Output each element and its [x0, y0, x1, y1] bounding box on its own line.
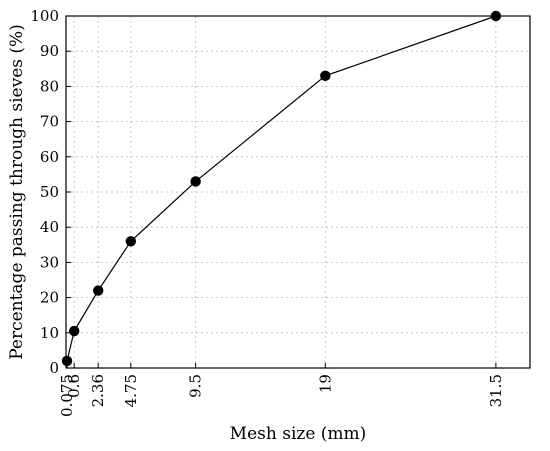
y-tick-label: 20: [40, 289, 59, 307]
data-point: [190, 176, 201, 187]
data-point: [125, 236, 137, 247]
y-tick-label: 80: [40, 77, 59, 95]
x-axis-title: Mesh size (mm): [230, 424, 367, 444]
y-tick-label: 70: [40, 113, 59, 131]
grid: [66, 16, 530, 368]
x-tick-label: 19: [316, 374, 334, 393]
x-tick-label: 31.5: [487, 374, 505, 407]
x-tick-label: 9.5: [187, 374, 205, 398]
y-tick-label: 50: [40, 183, 59, 201]
x-tick-label: 0.6: [65, 374, 83, 398]
y-tick-label: 100: [30, 7, 59, 25]
x-tick-label: 4.75: [122, 374, 140, 407]
data-point: [61, 355, 73, 367]
y-tick-label: 30: [40, 253, 59, 271]
y-axis-title: Percentage passing through sieves (%): [7, 24, 27, 360]
series-line: [66, 15, 497, 362]
series-layer: [61, 10, 502, 367]
y-tick-label: 60: [40, 148, 59, 166]
data-point: [93, 285, 104, 296]
y-tick-label: 0: [49, 359, 59, 377]
data-point: [68, 325, 80, 337]
y-tick-label: 40: [40, 218, 59, 236]
y-tick-label: 10: [40, 324, 59, 342]
x-tick-label: 2.36: [89, 374, 107, 407]
y-axis: 0 10 20 30 40 50 60 70 80 90 100: [30, 7, 71, 377]
x-tick-label: 0.075: [58, 374, 76, 417]
data-point: [320, 70, 331, 82]
y-tick-label: 90: [40, 42, 59, 60]
